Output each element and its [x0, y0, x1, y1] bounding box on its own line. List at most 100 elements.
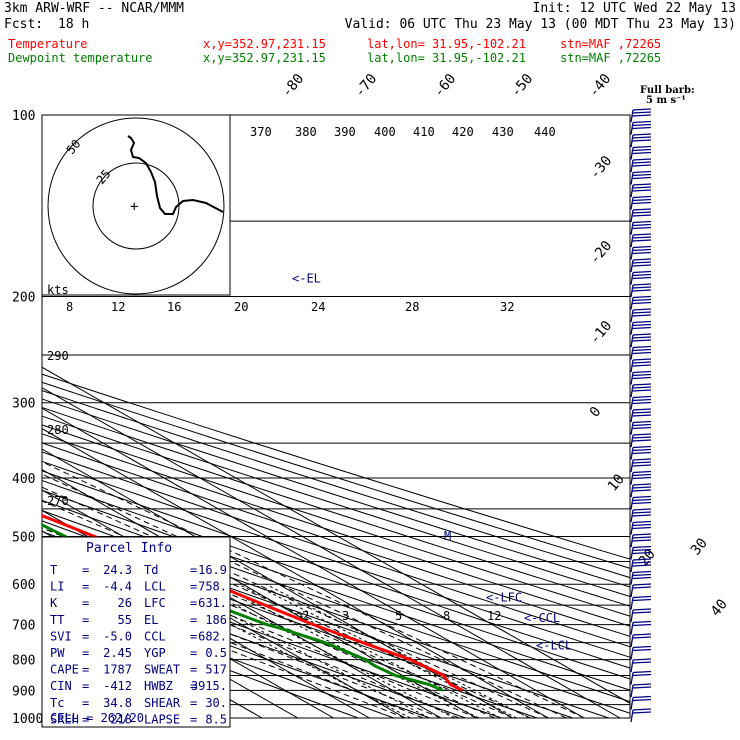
- pressure-label: 700: [12, 619, 35, 634]
- pressure-label: 400: [12, 472, 35, 487]
- wind-barb-flag: [631, 189, 652, 192]
- wind-barb-staff: [630, 609, 634, 623]
- hodograph-trace: [127, 135, 224, 215]
- wind-barb-flag: [632, 536, 652, 539]
- hodograph-speed-label: 20: [234, 300, 248, 314]
- wind-barb-flag: [631, 239, 652, 242]
- wind-barb-flag: [631, 214, 652, 217]
- ccl-label: <-CCL: [524, 611, 560, 625]
- wind-barb-flag: [631, 264, 652, 267]
- parcel-field-eq: =: [190, 613, 197, 627]
- wind-barb-flag: [631, 576, 652, 580]
- wind-barb-flag: [632, 148, 652, 152]
- dry-adiabat: [42, 381, 630, 569]
- wind-barb-flag: [631, 364, 652, 367]
- theta-label: 380: [295, 125, 317, 139]
- wind-barb-flag: [632, 420, 652, 424]
- wind-barb-flag: [632, 483, 652, 486]
- wind-barb-flag: [631, 326, 652, 330]
- wind-barbs: [630, 108, 652, 723]
- dry-adiabat: [42, 598, 359, 718]
- wind-barb-flag: [631, 276, 652, 280]
- parcel-field-eq: =: [82, 663, 89, 677]
- theta-label: 430: [492, 125, 514, 139]
- wind-barb-flag: [632, 286, 652, 289]
- parcel-field-eq: =: [82, 580, 89, 594]
- parcel-field-value: 24.3: [103, 563, 132, 577]
- wind-barb-flag: [631, 464, 652, 467]
- dry-adiabat: [42, 489, 630, 691]
- pressure-label: 100: [12, 109, 35, 124]
- barb-legend-title: Full barb:: [640, 85, 695, 96]
- wind-barb-flag: [632, 261, 652, 264]
- wind-barb-flag: [632, 211, 652, 214]
- parcel-field-value: 30.: [205, 696, 227, 710]
- wind-barb-flag: [632, 333, 652, 336]
- hodograph-speed-label: 12: [111, 300, 125, 314]
- parcel-field-eq: =: [82, 679, 89, 693]
- hodograph-speed-label: 24: [311, 300, 325, 314]
- theta-label: 420: [452, 125, 474, 139]
- wind-barb-flag: [632, 273, 652, 277]
- wind-barb-flag: [632, 683, 652, 686]
- parcel-field-name: SVI: [50, 629, 72, 643]
- dry-adiabat: [42, 479, 630, 680]
- wind-barb-flag: [632, 598, 652, 602]
- parcel-field-name: LCL: [144, 580, 166, 594]
- parcel-field-value: 0.5: [205, 646, 227, 660]
- wind-barb-flag: [631, 351, 652, 355]
- parcel-field-eq: =: [190, 563, 197, 577]
- wind-barb-flag: [632, 498, 652, 502]
- wind-barb-flag: [632, 495, 652, 499]
- theta-label: 440: [534, 125, 556, 139]
- wind-barb-flag: [632, 670, 652, 674]
- wind-barb-flag: [631, 526, 652, 530]
- parcel-cell-line: CELL = 262/20: [50, 711, 144, 725]
- parcel-field-value: 26: [118, 596, 132, 610]
- dry-adiabat: [42, 442, 630, 637]
- wind-barb-flag: [632, 695, 652, 699]
- wind-barb-staff: [630, 622, 634, 635]
- mixing-ratio-label: 12: [487, 609, 501, 623]
- wind-barb-flag: [632, 145, 652, 149]
- parcel-field-value: 8.5: [205, 712, 227, 726]
- hodograph-frame: [41, 114, 231, 296]
- isotherm-label: 10: [605, 471, 628, 494]
- wind-barb-flag: [632, 436, 652, 439]
- wind-barb-flag: [632, 170, 652, 174]
- wind-barb-flag: [631, 339, 652, 342]
- dry-adiabat: [42, 433, 630, 627]
- wind-barb-flag: [632, 611, 652, 614]
- wind-barb-flag: [632, 620, 652, 624]
- isotherm: [0, 115, 11, 718]
- parcel-field-name: CCL: [144, 629, 166, 643]
- wind-barb-flag: [631, 389, 652, 392]
- wind-barb-flag: [632, 433, 652, 436]
- parcel-field-name: YGP: [144, 646, 166, 660]
- parcel-info-title: Parcel Info: [86, 541, 172, 556]
- isotherm: [42, 489, 442, 718]
- wind-barb-flag: [631, 551, 652, 555]
- isotherm: [42, 387, 621, 718]
- parcel-field-name: EL: [144, 613, 158, 627]
- moist-adiabat: [42, 486, 549, 718]
- wind-barb-flag: [631, 114, 652, 117]
- hodograph-speed-label: 32: [500, 300, 514, 314]
- wind-barb-flag: [631, 289, 652, 292]
- legend-dewpoint-stn: stn=MAF ,72265: [560, 51, 662, 65]
- wind-barb-staff: [630, 709, 634, 723]
- parcel-field-value: 16.9: [198, 563, 227, 577]
- wind-barb-flag: [632, 383, 652, 386]
- wind-barb-flag: [632, 473, 652, 477]
- mixing-ratio-label: 5: [395, 609, 402, 623]
- wind-barb-flag: [632, 123, 652, 127]
- wind-barb-flag: [632, 548, 652, 552]
- wind-barb-flag: [632, 133, 652, 136]
- parcel-field-value: 186: [205, 613, 227, 627]
- parcel-field-eq: =: [82, 696, 89, 710]
- wind-barb-flag: [632, 108, 652, 111]
- theta-label: 400: [374, 125, 396, 139]
- wind-barb-flag: [631, 564, 652, 567]
